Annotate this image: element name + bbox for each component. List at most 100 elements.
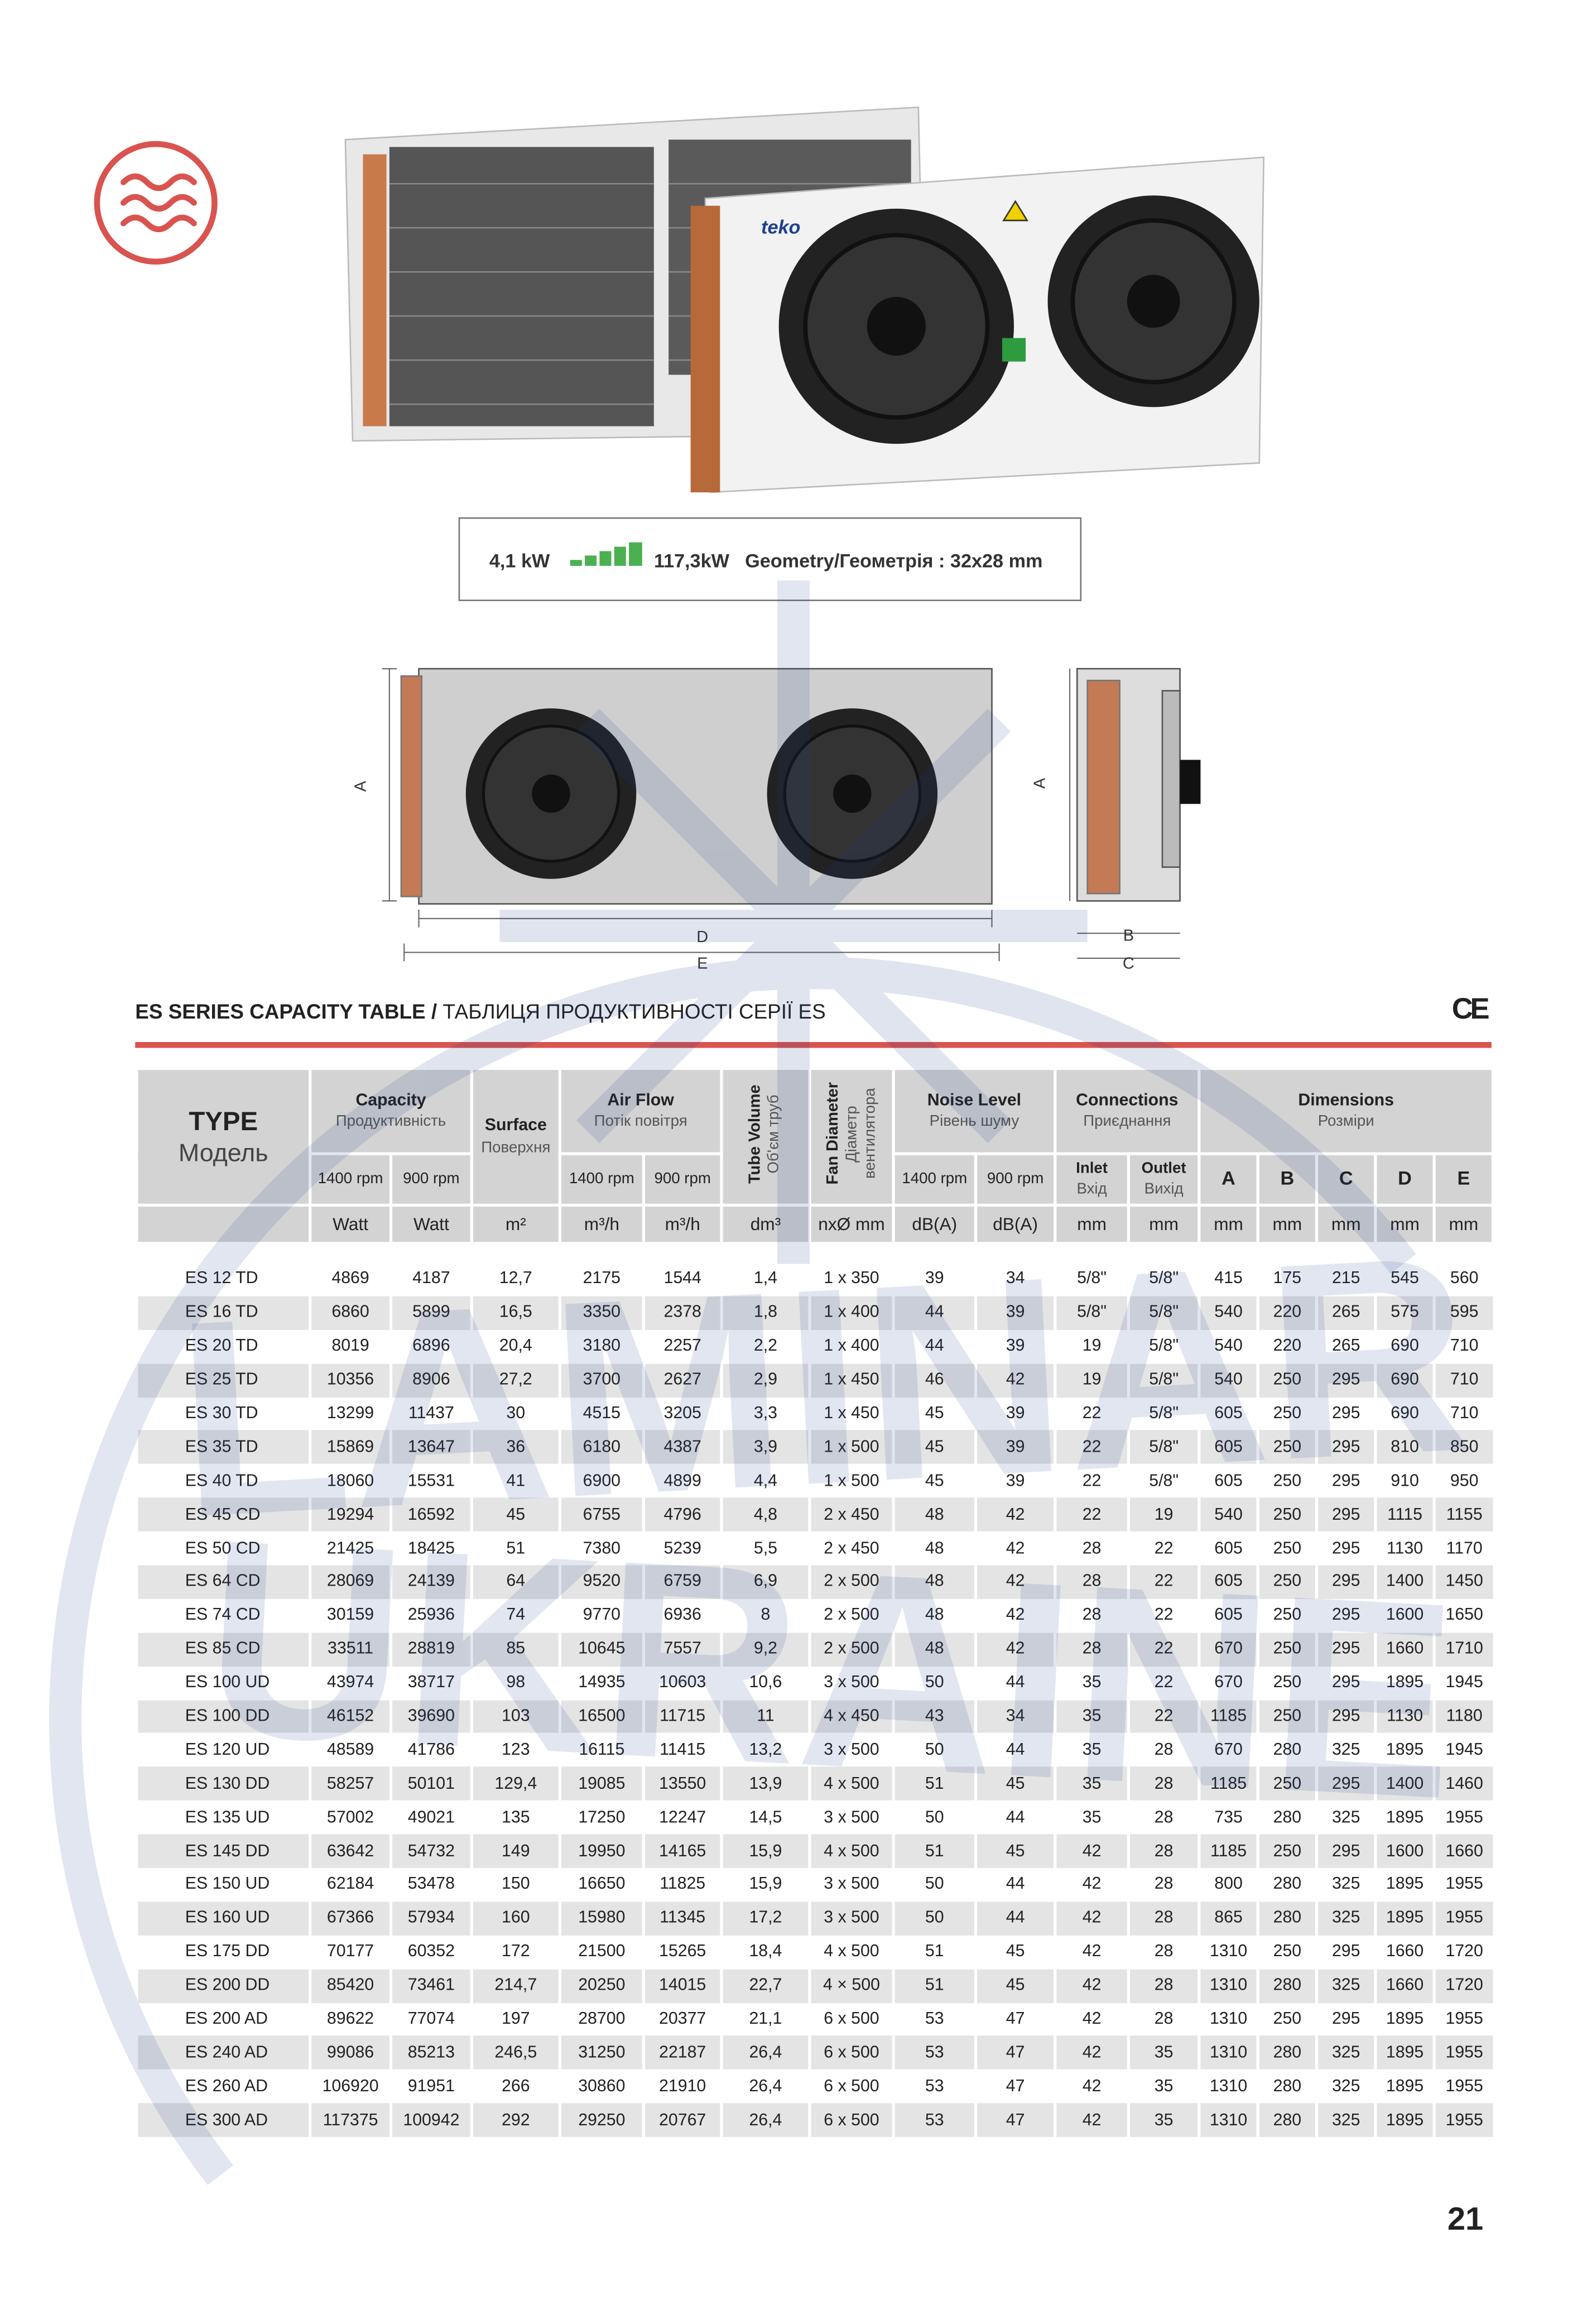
spec-box: 4,1 kW 117,3kW Geometry/Геометрія : 32x2… <box>458 517 1082 602</box>
cell: 1180 <box>1432 1699 1493 1734</box>
cell: 62184 <box>308 1868 391 1902</box>
cell: 1955 <box>1432 2036 1493 2070</box>
cell: 1 x 450 <box>808 1397 894 1431</box>
cell: 2,2 <box>720 1329 810 1363</box>
cell: 46 <box>892 1363 976 1398</box>
sub-title: 900 rpm <box>987 1169 1044 1188</box>
cell: 8 <box>720 1598 810 1633</box>
cell: 21500 <box>558 1935 644 1969</box>
cell: 540 <box>1198 1497 1258 1532</box>
cell: 6759 <box>642 1565 722 1599</box>
cell: 246,5 <box>470 2036 560 2070</box>
table-row: ES 30 TD 13299 11437 30 4515 3205 3,3 1 x 450 45… <box>135 1397 1493 1431</box>
cell: 595 <box>1432 1296 1493 1330</box>
unit: mm <box>1127 1203 1201 1245</box>
sub-title: Inlet <box>1076 1160 1108 1178</box>
cell: 1955 <box>1432 1868 1493 1902</box>
cell: 48 <box>892 1632 976 1667</box>
cell: 50 <box>892 1800 976 1835</box>
cell: 21,1 <box>720 2003 810 2037</box>
cell: 605 <box>1198 1531 1258 1566</box>
cell: 1400 <box>1374 1565 1435 1599</box>
sub-title: 1400 rpm <box>318 1169 383 1188</box>
cell: 1895 <box>1374 2036 1435 2070</box>
model: ES 12 TD <box>135 1262 310 1297</box>
cell: 1185 <box>1198 1834 1258 1869</box>
cell: 5/8" <box>1054 1296 1129 1330</box>
cell: 670 <box>1198 1632 1258 1667</box>
column-subtitle: Розміри <box>1317 1112 1374 1131</box>
cell: 1895 <box>1374 1800 1435 1835</box>
cell: 325 <box>1315 2103 1376 2138</box>
cell: 5/8" <box>1127 1363 1199 1398</box>
cell: 77074 <box>389 2003 472 2037</box>
cell: 850 <box>1432 1430 1493 1464</box>
cell: 250 <box>1256 1666 1317 1700</box>
cell: 53 <box>892 2036 976 2070</box>
cell: 22 <box>1054 1497 1129 1532</box>
cell: 690 <box>1374 1397 1435 1431</box>
unit: m³/h <box>642 1203 723 1245</box>
column-title: Noise Level <box>927 1091 1022 1110</box>
cell: 45 <box>892 1464 976 1498</box>
cell: 2 x 450 <box>808 1531 894 1566</box>
model: ES 200 DD <box>135 1968 310 2003</box>
table-row: ES 50 CD 21425 18425 51 7380 5239 5,5 2 x 450 48… <box>135 1531 1493 1566</box>
cell: 6896 <box>389 1329 472 1363</box>
cell: 1 x 350 <box>808 1262 894 1297</box>
model: ES 260 AD <box>135 2069 310 2104</box>
cell: 1945 <box>1432 1666 1493 1700</box>
cell: 295 <box>1315 1363 1376 1398</box>
cell: 44 <box>974 1800 1055 1835</box>
cell: 20377 <box>642 2003 722 2037</box>
cell: 15265 <box>642 1935 722 1969</box>
cell: 48 <box>892 1565 976 1599</box>
cell: 295 <box>1315 1834 1376 1869</box>
cell: 42 <box>1054 1868 1129 1902</box>
cell: 325 <box>1315 2069 1376 2104</box>
unit: mm <box>1315 1203 1377 1245</box>
heading-rule <box>135 1042 1492 1048</box>
cell: 20,4 <box>470 1329 560 1363</box>
cell: 266 <box>470 2069 560 2104</box>
cell: 21425 <box>308 1531 391 1566</box>
cell: 14015 <box>642 1968 722 2003</box>
cell: 28 <box>1054 1632 1129 1667</box>
cell: 10603 <box>642 1666 722 1700</box>
cell: 149 <box>470 1834 560 1869</box>
column-title: Surface <box>484 1117 547 1135</box>
cell: 1895 <box>1374 1902 1435 1936</box>
cell: 250 <box>1256 1598 1317 1633</box>
cell: 292 <box>470 2103 560 2138</box>
cell: 1185 <box>1198 1767 1258 1801</box>
cell: 605 <box>1198 1598 1258 1633</box>
cell: 39 <box>974 1397 1055 1431</box>
cell: 50101 <box>389 1767 472 1801</box>
sub-column: 900 rpm <box>389 1152 473 1207</box>
cell: 250 <box>1256 1397 1317 1431</box>
cell: 6860 <box>308 1296 391 1330</box>
brand-text: teko <box>761 217 800 238</box>
cell: 28 <box>1127 1733 1199 1768</box>
cell: 17250 <box>558 1800 644 1835</box>
cell: 1310 <box>1198 1935 1258 1969</box>
cell: 295 <box>1315 1632 1376 1667</box>
cell: 33511 <box>308 1632 391 1667</box>
cell: 540 <box>1198 1296 1258 1330</box>
cell: 6 x 500 <box>808 2003 894 2037</box>
cell: 540 <box>1198 1329 1258 1363</box>
cell: 9,2 <box>720 1632 810 1667</box>
cell: 3350 <box>558 1296 644 1330</box>
cell: 19950 <box>558 1834 644 1869</box>
sub-title: A <box>1221 1167 1235 1190</box>
table-row: ES 74 CD 30159 25936 74 9770 6936 8 2 x 500 48 42… <box>135 1598 1493 1633</box>
cell: 22 <box>1127 1531 1199 1566</box>
units-row: Watt Watt m² m³/h m³/h dm³ nxØ mm dB(A) dB(A) mm m… <box>135 1203 1495 1245</box>
cell: 800 <box>1198 1868 1258 1902</box>
cell: 710 <box>1432 1397 1493 1431</box>
cell: 57934 <box>389 1902 472 1936</box>
cell: 22 <box>1127 1666 1199 1700</box>
cell: 1660 <box>1374 1968 1435 2003</box>
column-title: Tube Volume <box>747 1084 765 1183</box>
cell: 710 <box>1432 1329 1493 1363</box>
